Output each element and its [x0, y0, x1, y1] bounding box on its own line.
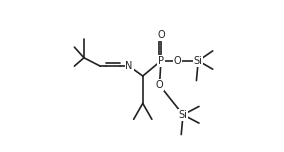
Text: O: O [156, 80, 163, 90]
Text: O: O [174, 56, 181, 66]
Text: P: P [158, 56, 164, 66]
Text: Si: Si [179, 110, 187, 120]
Text: Si: Si [194, 56, 203, 66]
Text: N: N [126, 61, 133, 71]
Text: O: O [157, 30, 165, 40]
